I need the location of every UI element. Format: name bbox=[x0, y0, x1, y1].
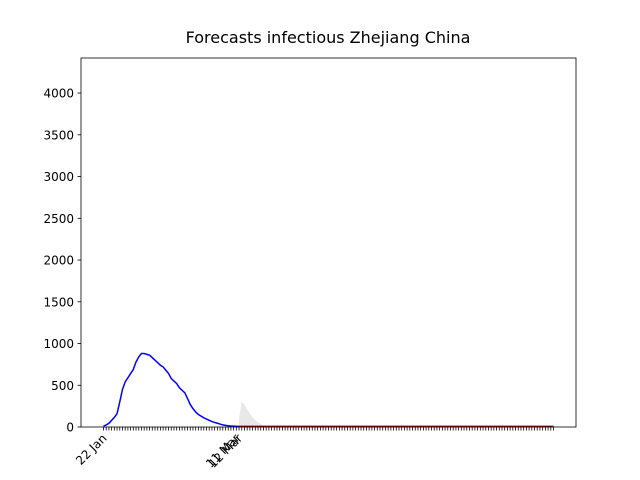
y-tick-label: 2500 bbox=[43, 212, 74, 226]
uncertainty-band bbox=[239, 401, 269, 427]
chart-title: Forecasts infectious Zhejiang China bbox=[186, 28, 471, 47]
y-tick-label: 500 bbox=[51, 379, 74, 393]
y-tick-label: 3000 bbox=[43, 170, 74, 184]
y-tick-label: 4000 bbox=[43, 87, 74, 101]
y-tick-label: 0 bbox=[66, 421, 74, 435]
y-tick-label: 2000 bbox=[43, 254, 74, 268]
series-line bbox=[103, 352, 240, 428]
y-tick-label: 1000 bbox=[43, 337, 74, 351]
y-tick-label: 1500 bbox=[43, 295, 74, 309]
y-tick-label: 3500 bbox=[43, 128, 74, 142]
